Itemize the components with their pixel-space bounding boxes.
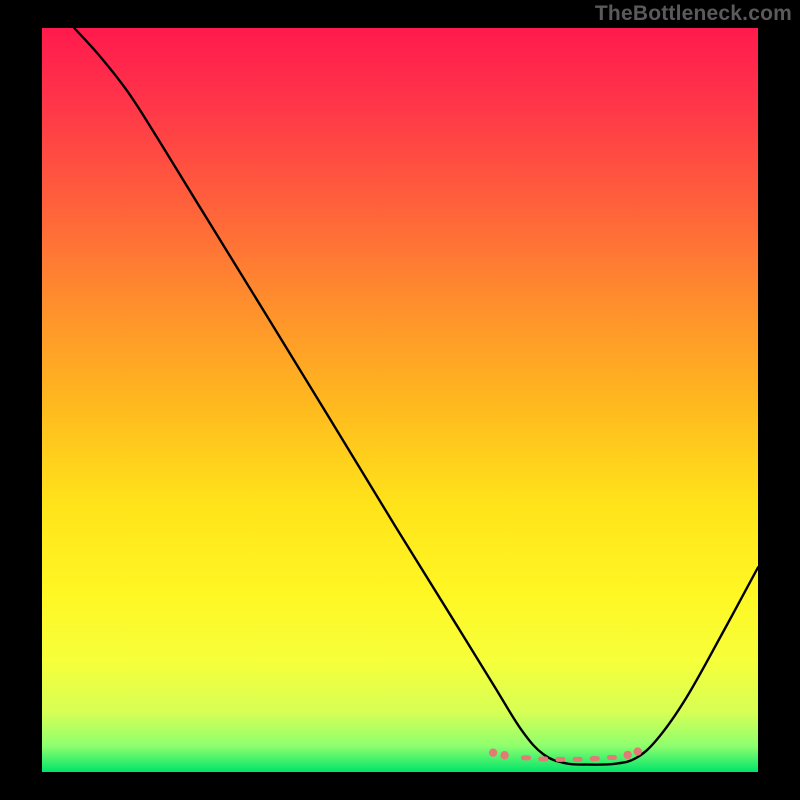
marker-dot <box>623 751 631 759</box>
plot-svg <box>42 28 758 772</box>
marker-dash <box>538 756 548 761</box>
marker-dash <box>590 756 600 761</box>
marker-dot <box>634 747 642 755</box>
marker-dash <box>555 757 565 762</box>
chart-container: TheBottleneck.com <box>0 0 800 800</box>
marker-dot <box>500 751 508 759</box>
marker-dash <box>607 755 617 760</box>
watermark-text: TheBottleneck.com <box>595 2 792 26</box>
gradient-background <box>42 28 758 772</box>
plot-area <box>42 28 758 772</box>
marker-dot <box>489 748 497 756</box>
marker-dash <box>573 757 583 762</box>
marker-dash <box>521 755 531 760</box>
